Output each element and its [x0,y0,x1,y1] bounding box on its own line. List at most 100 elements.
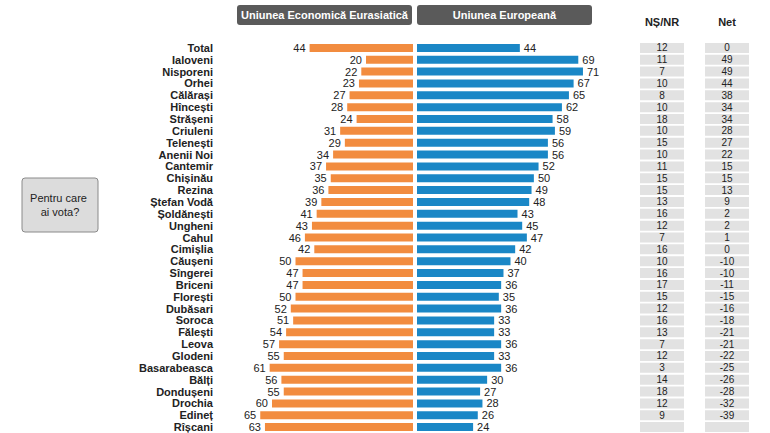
svg-text:59: 59 [559,125,571,137]
svg-text:Uniunea Europeană: Uniunea Europeană [453,9,557,21]
svg-text:16: 16 [656,208,668,219]
svg-text:60: 60 [256,397,268,409]
svg-text:Ialoveni: Ialoveni [172,54,213,66]
svg-text:42: 42 [298,243,310,255]
svg-text:-21: -21 [720,327,735,338]
svg-text:56: 56 [552,137,564,149]
svg-text:45: 45 [526,220,538,232]
svg-text:Chișinău: Chișinău [167,172,213,184]
svg-text:36: 36 [505,362,517,374]
svg-text:62: 62 [566,101,578,113]
svg-text:10: 10 [656,78,668,89]
svg-text:15: 15 [721,173,733,184]
svg-text:-15: -15 [720,291,735,302]
svg-text:65: 65 [244,409,256,421]
svg-text:18: 18 [656,386,668,397]
svg-text:10: 10 [656,102,668,113]
svg-text:30: 30 [491,374,503,386]
svg-text:-28: -28 [720,386,735,397]
svg-text:22: 22 [721,149,733,160]
svg-text:44: 44 [524,42,536,54]
svg-text:-21: -21 [720,339,735,350]
svg-text:23: 23 [343,77,355,89]
svg-text:22: 22 [345,66,357,78]
svg-text:12: 12 [656,303,668,314]
svg-text:Dondușeni: Dondușeni [156,386,213,398]
svg-text:Glodeni: Glodeni [172,350,213,362]
svg-text:8: 8 [659,90,665,101]
svg-text:2: 2 [724,220,730,231]
svg-text:Uniunea Economică Eurasiatică: Uniunea Economică Eurasiatică [241,9,409,21]
svg-text:57: 57 [263,338,275,350]
svg-text:55: 55 [268,350,280,362]
svg-text:50: 50 [279,255,291,267]
svg-text:31: 31 [324,125,336,137]
svg-text:67: 67 [578,77,590,89]
svg-text:Călărași: Călărași [170,89,213,101]
svg-text:Florești: Florești [173,291,213,303]
svg-text:2: 2 [724,208,730,219]
svg-text:39: 39 [305,196,317,208]
svg-text:56: 56 [265,374,277,386]
svg-text:12: 12 [656,42,668,53]
svg-text:28: 28 [331,101,343,113]
svg-text:33: 33 [498,326,510,338]
svg-text:Căușeni: Căușeni [170,255,213,267]
svg-text:13: 13 [656,327,668,338]
svg-text:65: 65 [573,89,585,101]
svg-text:16: 16 [656,268,668,279]
svg-text:11: 11 [657,161,668,172]
svg-text:36: 36 [312,184,324,196]
svg-text:15: 15 [656,137,668,148]
svg-text:11: 11 [657,54,668,65]
svg-text:35: 35 [503,291,515,303]
svg-text:52: 52 [543,160,555,172]
svg-text:Soroca: Soroca [176,314,214,326]
svg-text:36: 36 [505,279,517,291]
svg-text:54: 54 [270,326,282,338]
svg-text:43: 43 [522,208,534,220]
svg-text:63: 63 [249,421,261,433]
svg-text:35: 35 [315,172,327,184]
svg-text:18: 18 [656,114,668,125]
svg-text:Dubăsari: Dubăsari [166,303,213,315]
svg-text:Cimișlia: Cimișlia [171,243,214,255]
svg-text:55: 55 [268,386,280,398]
svg-text:-39: -39 [720,410,735,421]
svg-text:-22: -22 [720,350,735,361]
svg-text:24: 24 [340,113,352,125]
svg-text:34: 34 [721,102,733,113]
svg-text:36: 36 [505,303,517,315]
svg-text:Sîngerei: Sîngerei [170,267,213,279]
svg-text:Șoldănești: Șoldănești [157,208,213,220]
svg-text:Bălți: Bălți [189,374,213,386]
svg-text:Briceni: Briceni [176,279,213,291]
svg-text:15: 15 [656,291,668,302]
svg-text:Rîșcani: Rîșcani [174,421,213,433]
svg-text:14: 14 [656,374,668,385]
svg-text:Ștefan Vodă: Ștefan Vodă [150,196,214,208]
svg-text:48: 48 [533,196,545,208]
svg-text:10: 10 [656,256,668,267]
svg-text:28: 28 [486,397,498,409]
svg-text:12: 12 [656,220,668,231]
svg-text:71: 71 [587,66,599,78]
svg-text:-10: -10 [720,256,735,267]
svg-text:Fălești: Fălești [178,326,213,338]
svg-text:49: 49 [721,66,733,77]
svg-text:69: 69 [582,54,594,66]
svg-text:Ungheni: Ungheni [169,220,213,232]
svg-text:40: 40 [515,255,527,267]
svg-text:9: 9 [724,196,730,207]
svg-text:0: 0 [724,244,730,255]
svg-text:NȘ/NR: NȘ/NR [645,16,679,28]
svg-text:44: 44 [721,78,733,89]
svg-text:10: 10 [656,125,668,136]
svg-text:Net: Net [718,16,736,28]
svg-text:15: 15 [656,185,668,196]
svg-text:37: 37 [507,267,519,279]
svg-text:43: 43 [296,220,308,232]
svg-text:47: 47 [531,232,543,244]
svg-text:50: 50 [279,291,291,303]
svg-text:7: 7 [659,339,665,350]
